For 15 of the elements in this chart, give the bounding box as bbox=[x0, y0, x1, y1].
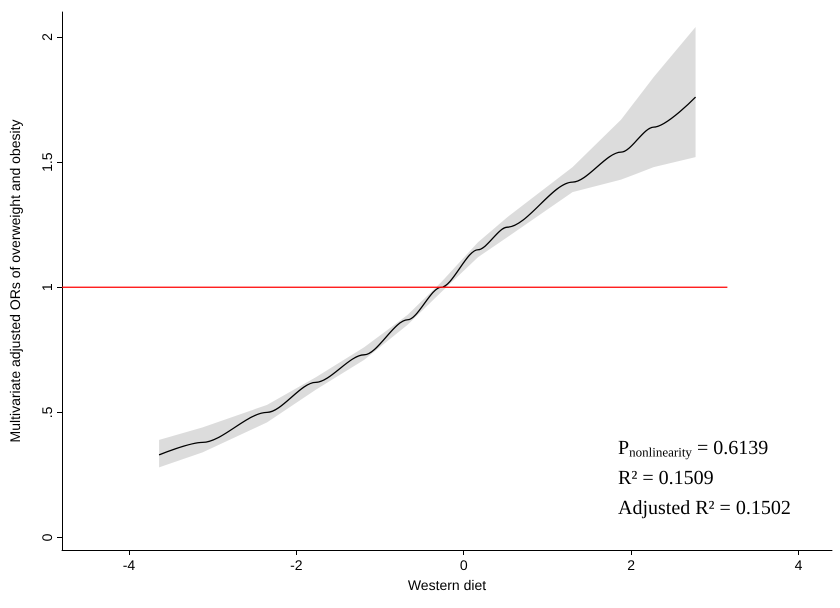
annotation: R² = 0.1509 bbox=[618, 467, 714, 489]
annotation: Adjusted R² = 0.1502 bbox=[618, 497, 791, 519]
y-tick-label: 1.5 bbox=[39, 152, 55, 172]
y-tick-label: .5 bbox=[39, 406, 55, 418]
y-tick-label: 1 bbox=[39, 283, 55, 292]
x-axis-title: Western diet bbox=[408, 577, 486, 593]
y-tick-label: 0 bbox=[39, 533, 55, 542]
x-tick-label: 2 bbox=[627, 557, 636, 573]
x-tick-label: 0 bbox=[460, 557, 468, 573]
x-tick-label: -4 bbox=[122, 557, 136, 573]
y-axis-title: Multivariate adjusted ORs of overweight and obesity bbox=[7, 120, 23, 442]
x-tick-label: 4 bbox=[794, 557, 803, 573]
y-tick-label: 2 bbox=[39, 32, 55, 41]
annotation: Pnonlinearity = 0.6139 bbox=[618, 437, 768, 460]
x-tick-label: -2 bbox=[290, 557, 303, 573]
